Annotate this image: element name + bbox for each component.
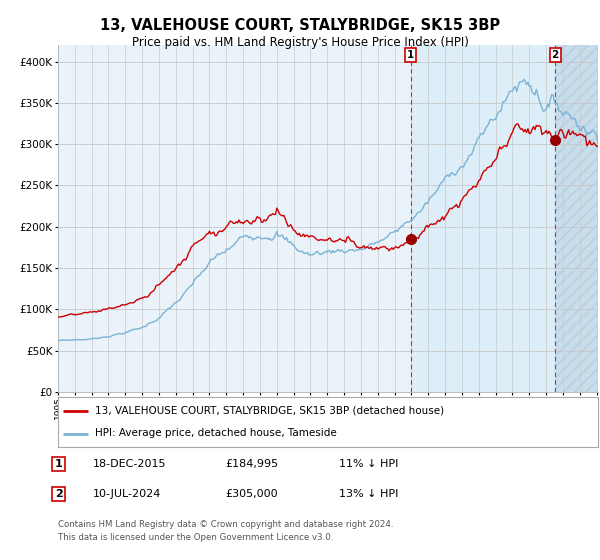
Text: 10-JUL-2024: 10-JUL-2024 bbox=[93, 489, 161, 499]
Bar bbox=[411, 45, 555, 392]
Bar bbox=[555, 45, 598, 392]
Text: £305,000: £305,000 bbox=[225, 489, 278, 499]
Text: 13, VALEHOUSE COURT, STALYBRIDGE, SK15 3BP (detached house): 13, VALEHOUSE COURT, STALYBRIDGE, SK15 3… bbox=[95, 405, 444, 416]
Text: 18-DEC-2015: 18-DEC-2015 bbox=[93, 459, 167, 469]
Text: 11% ↓ HPI: 11% ↓ HPI bbox=[339, 459, 398, 469]
Text: 1: 1 bbox=[407, 50, 415, 60]
Text: HPI: Average price, detached house, Tameside: HPI: Average price, detached house, Tame… bbox=[95, 428, 337, 438]
Text: 1: 1 bbox=[55, 459, 62, 469]
Text: Contains HM Land Registry data © Crown copyright and database right 2024.
This d: Contains HM Land Registry data © Crown c… bbox=[58, 520, 394, 542]
Bar bbox=[555, 45, 598, 392]
Text: 13, VALEHOUSE COURT, STALYBRIDGE, SK15 3BP: 13, VALEHOUSE COURT, STALYBRIDGE, SK15 3… bbox=[100, 18, 500, 33]
Text: 2: 2 bbox=[551, 50, 559, 60]
Text: 13% ↓ HPI: 13% ↓ HPI bbox=[339, 489, 398, 499]
Text: Price paid vs. HM Land Registry's House Price Index (HPI): Price paid vs. HM Land Registry's House … bbox=[131, 36, 469, 49]
Text: £184,995: £184,995 bbox=[225, 459, 278, 469]
Text: 2: 2 bbox=[55, 489, 62, 499]
